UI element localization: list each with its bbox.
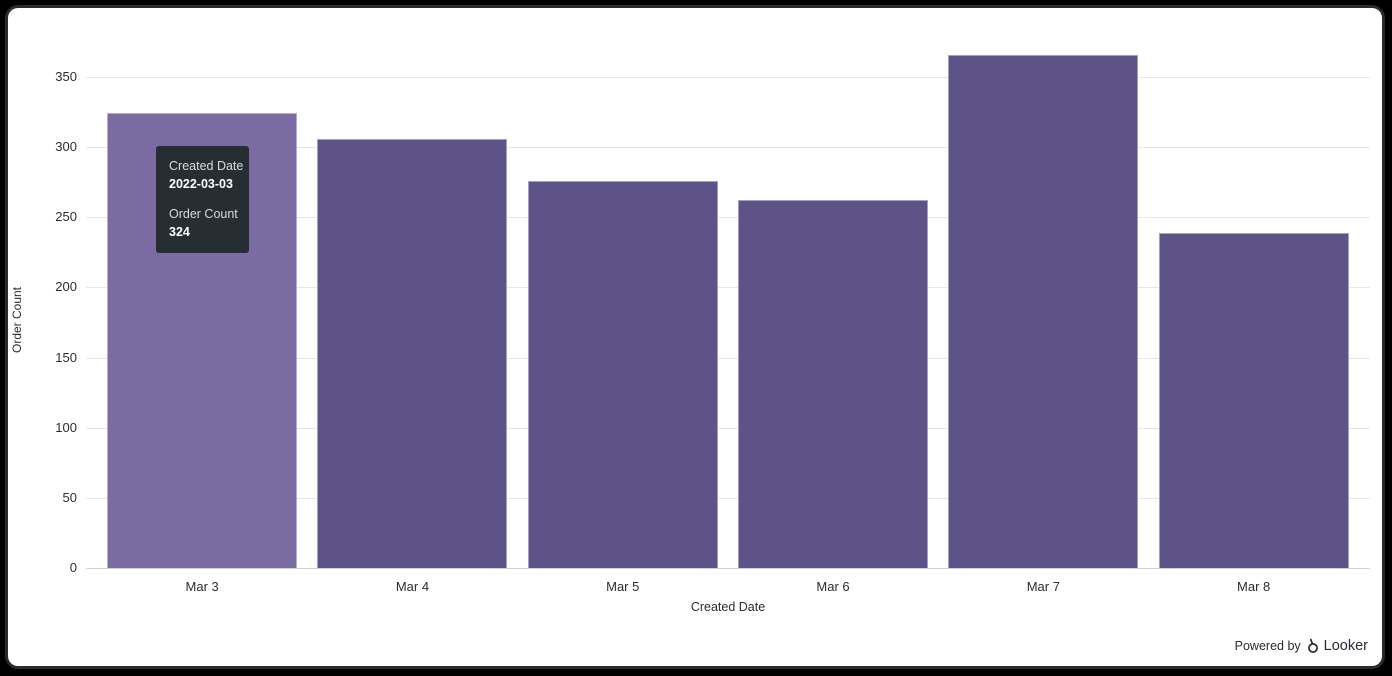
powered-by-text: Powered by xyxy=(1234,638,1301,653)
tooltip-measure-value: 324 xyxy=(169,225,190,239)
y-tick-label-350: 350 xyxy=(55,69,77,84)
tooltip-dimension-value: 2022-03-03 xyxy=(169,177,233,191)
gridline-300 xyxy=(86,147,1370,149)
bar-mar-5[interactable] xyxy=(527,180,718,568)
x-tick-label-mar-7: Mar 7 xyxy=(1026,579,1060,594)
x-axis-line xyxy=(86,568,1370,569)
y-axis-title: Order Count xyxy=(10,286,24,354)
gridline-250 xyxy=(86,217,1370,219)
y-tick-label-300: 300 xyxy=(55,139,77,155)
bar-mar-7[interactable] xyxy=(948,54,1139,568)
powered-by-looker-link[interactable]: Powered by Looker xyxy=(1235,637,1368,654)
y-tick-label-250: 250 xyxy=(55,209,77,225)
tooltip-dimension-label: Created Date xyxy=(169,159,244,173)
chart-card: 0 50 100 150 200 250 300 350 Mar 3 Mar 4 Mar 5 Mar … xyxy=(8,8,1382,666)
bar-mar-4[interactable] xyxy=(317,138,508,568)
looker-logo-icon xyxy=(1305,637,1320,654)
gridline-50 xyxy=(86,497,1370,499)
x-tick-label-mar-3: Mar 3 xyxy=(185,579,219,594)
y-tick-label-0: 0 xyxy=(69,560,77,575)
x-tick-label-mar-5: Mar 5 xyxy=(606,579,640,594)
x-axis-title: Created Date xyxy=(690,600,766,614)
bar-mar-6[interactable] xyxy=(738,200,929,568)
y-tick-label-50: 50 xyxy=(62,489,77,505)
tooltip-spacer xyxy=(169,193,236,205)
bar-chart-plot-area: 0 50 100 150 200 250 300 350 Mar 3 Mar 4 Mar 5 Mar … xyxy=(8,8,1382,666)
gridline-350 xyxy=(86,77,1370,78)
gridline-100 xyxy=(86,427,1370,429)
x-tick-label-mar-6: Mar 6 xyxy=(816,579,850,594)
y-tick-label-100: 100 xyxy=(55,419,77,435)
looker-brand-text: Looker xyxy=(1323,637,1368,654)
tooltip-measure-label: Order Count xyxy=(169,207,238,221)
y-tick-label-150: 150 xyxy=(55,349,77,365)
y-tick-label-200: 200 xyxy=(55,279,77,295)
gridline-150 xyxy=(86,357,1370,359)
x-tick-label-mar-4: Mar 4 xyxy=(395,579,430,594)
gridline-200 xyxy=(86,287,1370,289)
x-tick-label-mar-8: Mar 8 xyxy=(1237,579,1271,594)
bar-mar-8[interactable] xyxy=(1158,232,1349,568)
chart-tooltip: Created Date 2022-03-03 Order Count 324 xyxy=(156,146,249,253)
